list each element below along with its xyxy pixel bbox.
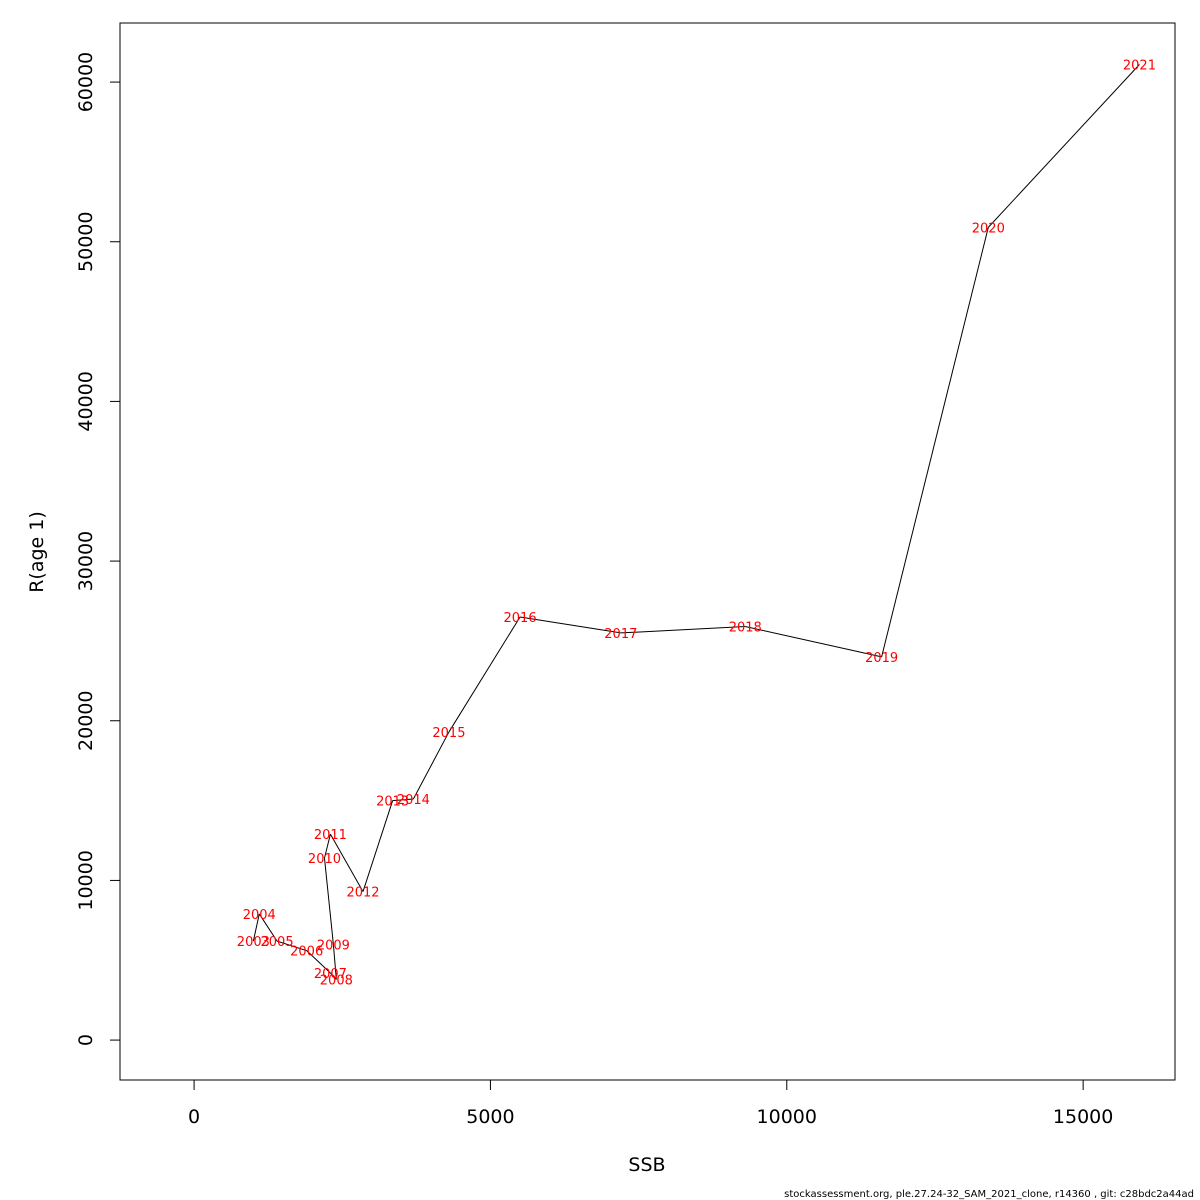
point-label-2014: 2014 <box>397 793 430 808</box>
point-label-2005: 2005 <box>261 935 294 950</box>
point-label-2021: 2021 <box>1123 59 1156 74</box>
point-label-2006: 2006 <box>290 945 323 960</box>
series-segment <box>392 798 414 802</box>
series-segment <box>881 227 989 658</box>
series-segment <box>323 833 331 859</box>
series-segment <box>412 731 450 800</box>
point-label-2020: 2020 <box>972 221 1005 236</box>
series-segment <box>306 950 331 974</box>
x-axis: 0 5000 10000 15000 <box>188 1079 1113 1128</box>
series-segment <box>332 944 337 980</box>
plot-frame <box>119 22 1176 1081</box>
point-labels-group: 2003200420052006200720082009201020112012… <box>237 59 1156 989</box>
series-segment <box>323 858 334 945</box>
point-label-2011: 2011 <box>314 828 347 843</box>
point-label-2013: 2013 <box>376 795 409 810</box>
y-tick-label: 10000 <box>75 850 97 910</box>
point-label-2004: 2004 <box>243 908 276 923</box>
y-axis: 0 10000 20000 30000 40000 50000 60000 <box>75 52 121 1046</box>
series-segment <box>987 64 1140 228</box>
x-tick-label: 15000 <box>1053 1106 1113 1128</box>
y-tick-label: 50000 <box>75 212 97 272</box>
point-label-2003: 2003 <box>237 935 270 950</box>
series-segment <box>258 913 278 942</box>
series-segment <box>330 972 337 980</box>
point-label-2015: 2015 <box>432 726 465 741</box>
series-segment <box>329 833 364 892</box>
series-segment <box>276 940 307 952</box>
series-segment <box>252 913 260 942</box>
series-segment <box>519 616 621 634</box>
series-line-group <box>252 64 1140 980</box>
point-label-2017: 2017 <box>604 627 637 642</box>
x-tick-label: 5000 <box>466 1106 514 1128</box>
y-tick-label: 0 <box>75 1034 97 1046</box>
series-segment <box>620 626 746 634</box>
point-label-2019: 2019 <box>865 651 898 666</box>
point-label-2008: 2008 <box>320 973 353 988</box>
x-tick-label: 10000 <box>757 1106 817 1128</box>
series-segment <box>745 626 882 658</box>
point-label-2018: 2018 <box>729 621 762 636</box>
y-tick-label: 30000 <box>75 531 97 591</box>
point-label-2007: 2007 <box>314 967 347 982</box>
point-label-2012: 2012 <box>346 886 379 901</box>
point-label-2009: 2009 <box>317 938 350 953</box>
y-tick-label: 60000 <box>75 52 97 112</box>
y-tick-label: 40000 <box>75 371 97 431</box>
x-tick-label: 0 <box>188 1106 200 1128</box>
y-axis-label: R(age 1) <box>26 511 48 593</box>
y-tick-label: 20000 <box>75 691 97 751</box>
footer-text: stockassessment.org, ple.27.24-32_SAM_20… <box>784 1189 1194 1200</box>
x-axis-label: SSB <box>628 1154 665 1176</box>
series-segment <box>362 800 394 892</box>
point-label-2016: 2016 <box>504 611 537 626</box>
series-segment <box>448 616 521 733</box>
point-label-2010: 2010 <box>308 852 341 867</box>
